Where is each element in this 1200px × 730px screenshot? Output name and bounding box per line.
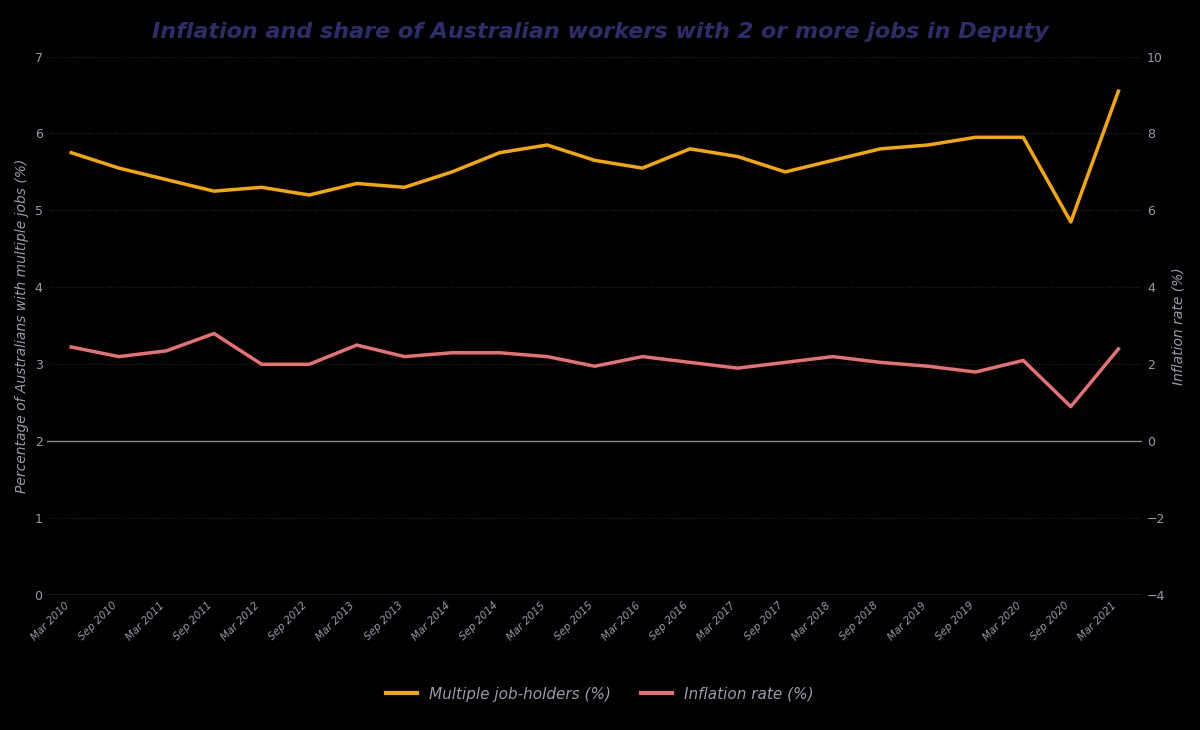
Text: Inflation and share of Australian workers with 2 or more jobs in Deputy: Inflation and share of Australian worker… (151, 22, 1049, 42)
Y-axis label: Percentage of Australians with multiple jobs (%): Percentage of Australians with multiple … (14, 158, 29, 493)
Y-axis label: Inflation rate (%): Inflation rate (%) (1171, 267, 1186, 385)
Legend: Multiple job-holders (%), Inflation rate (%): Multiple job-holders (%), Inflation rate… (380, 680, 820, 708)
